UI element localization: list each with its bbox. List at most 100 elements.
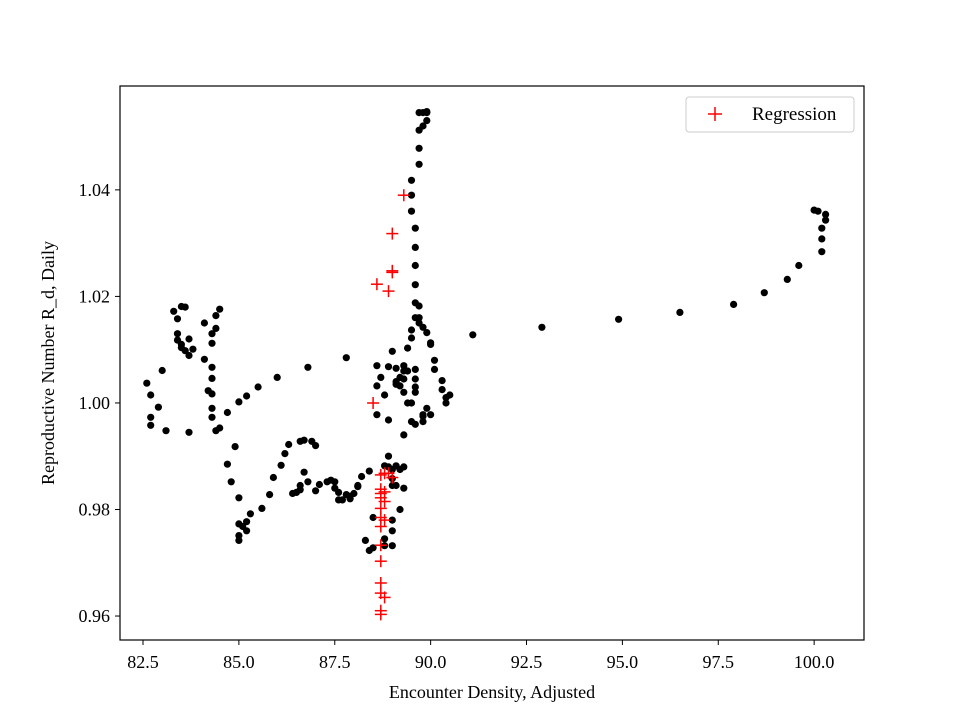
data-point — [208, 404, 216, 412]
data-point — [335, 488, 343, 496]
data-point — [243, 392, 251, 400]
data-point — [208, 363, 216, 371]
data-point — [388, 527, 396, 535]
regression-point — [374, 555, 387, 568]
regression-point — [374, 539, 387, 552]
data-point — [396, 382, 404, 390]
data-point — [235, 536, 243, 545]
data-point — [342, 354, 350, 362]
data-point — [170, 307, 178, 315]
data-point — [818, 224, 826, 232]
data-point — [243, 518, 251, 526]
data-point — [208, 339, 216, 347]
chart-marks — [143, 108, 830, 621]
data-point — [216, 424, 224, 432]
data-point — [269, 473, 277, 482]
data-point — [415, 302, 423, 310]
data-point — [266, 491, 274, 499]
y-axis-ticks: 0.96 0.98 1.00 1.02 1.04 — [79, 180, 120, 626]
data-point — [407, 399, 416, 407]
y-tick-label: 0.98 — [79, 499, 111, 519]
data-point — [407, 326, 416, 334]
x-tick-label: 100.0 — [794, 652, 835, 672]
y-tick-label: 1.04 — [79, 180, 111, 200]
data-point — [419, 411, 427, 419]
regression-point — [382, 285, 395, 298]
data-point — [411, 375, 419, 383]
data-point — [419, 418, 427, 426]
data-point — [181, 347, 189, 355]
data-point — [407, 207, 416, 215]
data-point — [147, 413, 155, 421]
regression-point — [386, 471, 399, 484]
plot-frame — [119, 85, 865, 641]
data-point — [200, 355, 208, 363]
data-point — [400, 484, 408, 492]
data-point — [369, 544, 377, 552]
data-point — [373, 411, 381, 419]
data-point — [300, 436, 308, 444]
regression-point — [386, 264, 399, 277]
data-point — [189, 345, 197, 353]
data-point — [331, 478, 339, 486]
regression-point — [367, 397, 380, 409]
data-point — [430, 365, 439, 373]
data-point — [419, 122, 427, 130]
x-axis-ticks: 82.5 85.0 87.5 90.0 92.5 95.0 97.5 100.0 — [127, 640, 834, 672]
data-point — [373, 382, 381, 390]
x-tick-label: 85.0 — [223, 652, 255, 672]
data-point — [407, 334, 416, 342]
data-point — [400, 431, 408, 439]
legend-box — [685, 96, 855, 133]
x-tick-label: 92.5 — [511, 652, 543, 672]
data-point — [381, 391, 389, 399]
data-point — [246, 510, 254, 518]
data-point — [783, 275, 791, 283]
data-point — [312, 487, 320, 495]
data-point — [469, 331, 477, 339]
regression-point — [397, 189, 410, 202]
data-point — [423, 404, 431, 412]
regression-point — [378, 495, 391, 508]
data-point — [415, 160, 423, 168]
data-point — [446, 391, 454, 399]
data-point — [243, 527, 251, 535]
x-tick-label: 87.5 — [319, 652, 351, 672]
regression-point — [378, 514, 391, 527]
data-point — [388, 347, 396, 355]
data-point — [404, 367, 412, 375]
data-point — [411, 365, 419, 373]
data-point — [154, 403, 162, 411]
data-point — [400, 388, 408, 396]
data-point — [411, 383, 419, 391]
data-point — [185, 335, 193, 343]
data-point — [538, 323, 546, 331]
regression-point — [386, 227, 399, 240]
data-point — [173, 315, 182, 323]
regression-point — [374, 577, 387, 589]
data-point — [381, 535, 389, 543]
data-point — [281, 450, 289, 458]
data-point — [814, 207, 822, 215]
data-point — [423, 117, 431, 125]
regression-point — [374, 608, 387, 621]
data-point — [147, 391, 155, 399]
data-point — [162, 427, 170, 435]
data-point — [822, 210, 830, 218]
data-point — [411, 420, 419, 428]
data-point — [415, 144, 423, 152]
data-point — [388, 542, 396, 550]
data-point — [208, 413, 216, 421]
data-point — [411, 261, 419, 270]
data-point — [438, 377, 446, 385]
data-point — [200, 319, 208, 327]
data-point — [423, 329, 431, 337]
data-point — [208, 374, 216, 382]
data-point — [273, 373, 281, 381]
data-point — [407, 191, 416, 199]
data-point — [384, 363, 393, 371]
data-point — [400, 463, 408, 471]
data-point — [285, 440, 293, 449]
x-tick-label: 97.5 — [703, 652, 735, 672]
